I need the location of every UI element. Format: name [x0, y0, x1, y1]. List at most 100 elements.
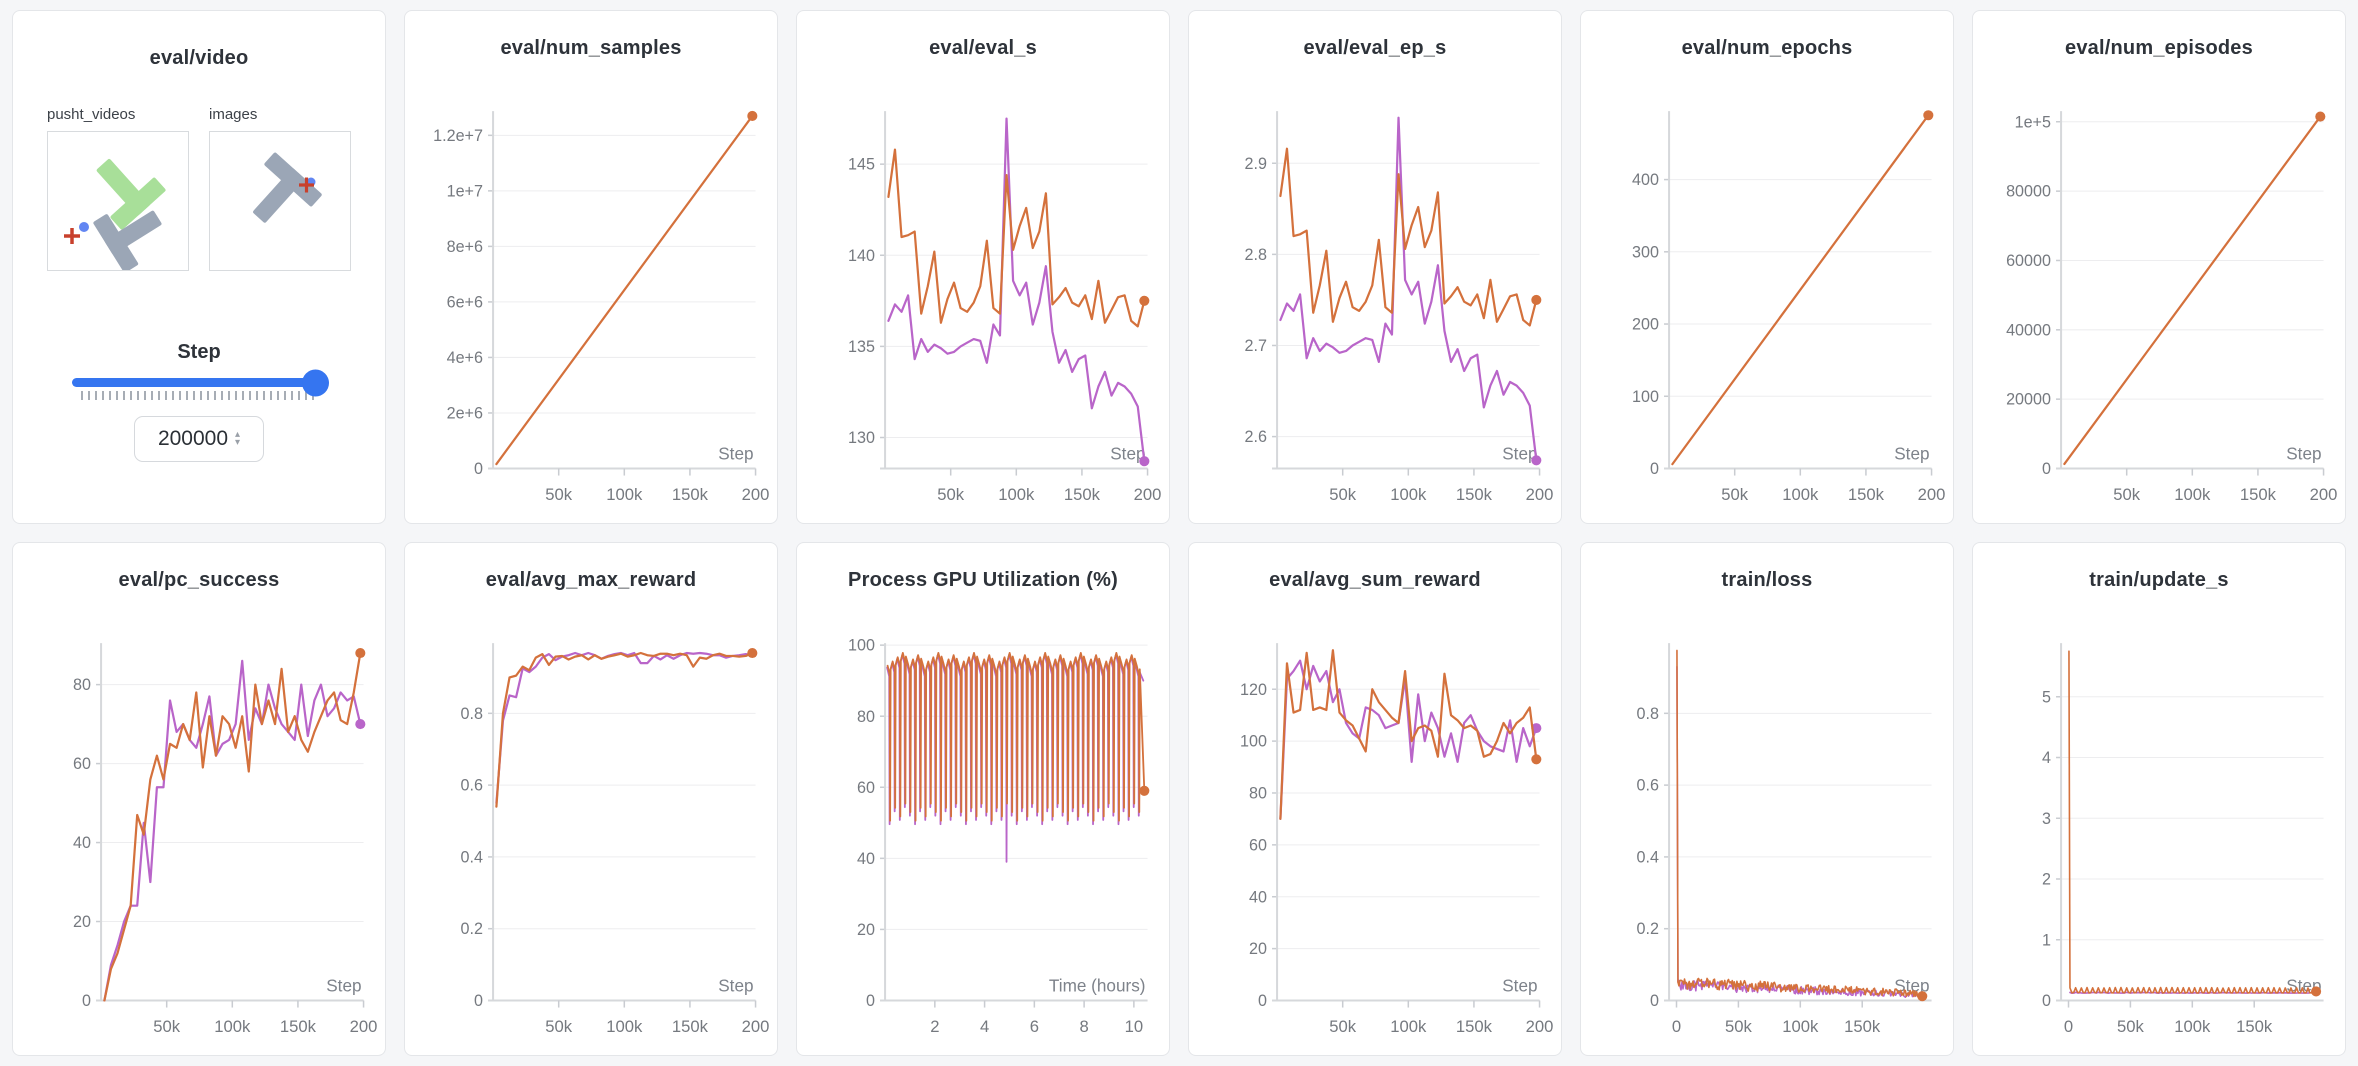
svg-text:200: 200 — [742, 485, 770, 504]
svg-text:40: 40 — [73, 834, 91, 852]
panel-title: eval/num_samples — [500, 37, 682, 59]
svg-text:150k: 150k — [1456, 1017, 1493, 1036]
svg-text:1: 1 — [2042, 931, 2051, 949]
chart-eval-num-episodes[interactable]: 0 20000 40000 60000 80000 1e+5 50k 100k 150k 200 S… — [1973, 99, 2345, 523]
panel-title: Process GPU Utilization (%) — [848, 569, 1118, 591]
spinner-up-icon[interactable]: ▴ — [235, 429, 241, 440]
chart-eval-avg-sum-reward[interactable]: 0 20 40 60 80 100 120 50k 100k 150k 200 Step — [1189, 631, 1561, 1055]
svg-text:10: 10 — [1125, 1017, 1144, 1036]
svg-text:0.2: 0.2 — [1637, 920, 1659, 938]
agent-dot — [79, 222, 89, 232]
panel-title: eval/num_episodes — [2065, 37, 2253, 59]
svg-text:50k: 50k — [1725, 1017, 1753, 1036]
svg-text:0: 0 — [866, 992, 875, 1010]
panel-eval-num-samples: eval/num_samples 0 2e+6 4e+6 6e+6 8e+6 1e+7 1.… — [404, 10, 778, 524]
svg-text:50k: 50k — [1721, 485, 1749, 504]
svg-text:50k: 50k — [1329, 485, 1357, 504]
svg-text:0: 0 — [1650, 460, 1659, 478]
svg-text:100: 100 — [1240, 733, 1267, 751]
panel-title: train/update_s — [2089, 569, 2229, 591]
svg-text:200: 200 — [1526, 485, 1554, 504]
chart-eval-eval-s[interactable]: 130 135 140 145 50k 100k 150k 200 Step — [797, 99, 1169, 523]
svg-text:150k: 150k — [280, 1017, 317, 1036]
svg-text:0: 0 — [1672, 1017, 1681, 1036]
svg-text:200: 200 — [742, 1017, 770, 1036]
pusht-image-graphic — [253, 152, 322, 223]
panel-train-update-s: train/update_s 0 1 2 3 4 5 0 50k 100k 150k Step — [1972, 542, 2346, 1056]
image-thumbnail[interactable] — [209, 131, 351, 271]
svg-text:0.6: 0.6 — [1637, 777, 1659, 795]
panel-eval-video: eval/video pusht_videos — [12, 10, 386, 524]
panel-eval-avg-max-reward: eval/avg_max_reward 0 0.2 0.4 0.6 0.8 50k 100k… — [404, 542, 778, 1056]
spinner-down-icon[interactable]: ▾ — [235, 437, 241, 448]
svg-text:80: 80 — [73, 676, 91, 694]
step-slider[interactable] — [72, 369, 329, 400]
svg-text:200: 200 — [350, 1017, 378, 1036]
svg-text:80: 80 — [1249, 785, 1267, 803]
svg-text:100k: 100k — [1390, 485, 1427, 504]
svg-text:0.6: 0.6 — [461, 777, 483, 795]
panel-gpu-utilization: Process GPU Utilization (%) 0 20 40 60 80 100… — [796, 542, 1170, 1056]
svg-text:1.2e+7: 1.2e+7 — [433, 127, 483, 145]
svg-text:2e+6: 2e+6 — [447, 405, 483, 423]
step-control: Step 200000 ▴ ▾ — [13, 341, 385, 462]
chart-eval-pc-success[interactable]: 0 20 40 60 80 50k 100k 150k 200 Step — [13, 631, 385, 1055]
svg-text:200: 200 — [1632, 316, 1659, 334]
svg-text:40: 40 — [1249, 888, 1267, 906]
svg-text:2.8: 2.8 — [1245, 246, 1267, 264]
panel-eval-avg-sum-reward: eval/avg_sum_reward 0 20 40 60 80 100 120 50k 10… — [1188, 542, 1562, 1056]
panel-title: eval/video — [149, 47, 249, 69]
step-slider-thumb[interactable] — [302, 369, 329, 396]
chart-eval-eval-ep-s[interactable]: 2.6 2.7 2.8 2.9 50k 100k 150k 200 Step — [1189, 99, 1561, 523]
panel-title: eval/num_epochs — [1681, 37, 1853, 59]
svg-text:300: 300 — [1632, 243, 1659, 261]
chart-eval-num-epochs[interactable]: 0 100 200 300 400 50k 100k 150k 200 Step — [1581, 99, 1953, 523]
svg-text:Time (hours): Time (hours) — [1049, 975, 1146, 995]
svg-text:150k: 150k — [1456, 485, 1493, 504]
svg-text:Step: Step — [326, 975, 361, 995]
step-input[interactable]: 200000 ▴ ▾ — [134, 416, 264, 462]
svg-text:6e+6: 6e+6 — [447, 293, 483, 311]
svg-text:0.2: 0.2 — [461, 920, 483, 938]
svg-text:100k: 100k — [1782, 485, 1819, 504]
svg-text:4e+6: 4e+6 — [447, 349, 483, 367]
goal-cross — [299, 177, 314, 193]
media-label: images — [209, 106, 258, 123]
svg-text:2.9: 2.9 — [1245, 155, 1267, 173]
svg-text:3: 3 — [2042, 810, 2051, 828]
svg-text:2.6: 2.6 — [1245, 428, 1267, 446]
svg-text:100k: 100k — [1390, 1017, 1427, 1036]
chart-eval-avg-max-reward[interactable]: 0 0.2 0.4 0.6 0.8 50k 100k 150k 200 Step — [405, 631, 777, 1055]
step-slider-ticks — [81, 391, 317, 400]
media-item-images: images — [209, 106, 351, 271]
svg-text:60: 60 — [1249, 836, 1267, 854]
svg-text:60000: 60000 — [2006, 252, 2051, 270]
svg-text:130: 130 — [848, 429, 875, 447]
step-slider-label: Step — [177, 341, 221, 363]
chart-eval-num-samples[interactable]: 0 2e+6 4e+6 6e+6 8e+6 1e+7 1.2e+7 50k 100k 150k 20… — [405, 99, 777, 523]
svg-text:Step: Step — [2286, 443, 2321, 463]
svg-text:1e+5: 1e+5 — [2015, 113, 2051, 131]
chart-train-loss[interactable]: 0 0.2 0.4 0.6 0.8 0 50k 100k 150k Step — [1581, 631, 1953, 1055]
svg-text:150k: 150k — [2240, 485, 2277, 504]
chart-gpu-utilization[interactable]: 0 20 40 60 80 100 2 4 6 8 10 Time (hours) — [797, 631, 1169, 1055]
step-input-spinner[interactable]: ▴ ▾ — [235, 429, 241, 448]
svg-text:Step: Step — [1894, 975, 1929, 995]
svg-text:100k: 100k — [606, 1017, 643, 1036]
step-slider-track[interactable] — [72, 369, 329, 396]
svg-text:60: 60 — [73, 755, 91, 773]
video-thumbnail-pusht[interactable] — [47, 131, 189, 273]
panel-title: train/loss — [1721, 569, 1813, 591]
svg-text:4: 4 — [980, 1017, 989, 1036]
media-row: pusht_videos — [13, 106, 385, 273]
svg-text:5: 5 — [2042, 688, 2051, 706]
step-input-value[interactable]: 200000 — [157, 427, 229, 450]
svg-text:Step: Step — [1502, 443, 1537, 463]
svg-text:0: 0 — [2042, 992, 2051, 1010]
goal-cross — [64, 228, 80, 244]
svg-text:0: 0 — [82, 992, 91, 1010]
panel-title: eval/pc_success — [118, 569, 280, 591]
svg-text:2: 2 — [930, 1017, 939, 1036]
svg-text:150k: 150k — [672, 485, 709, 504]
